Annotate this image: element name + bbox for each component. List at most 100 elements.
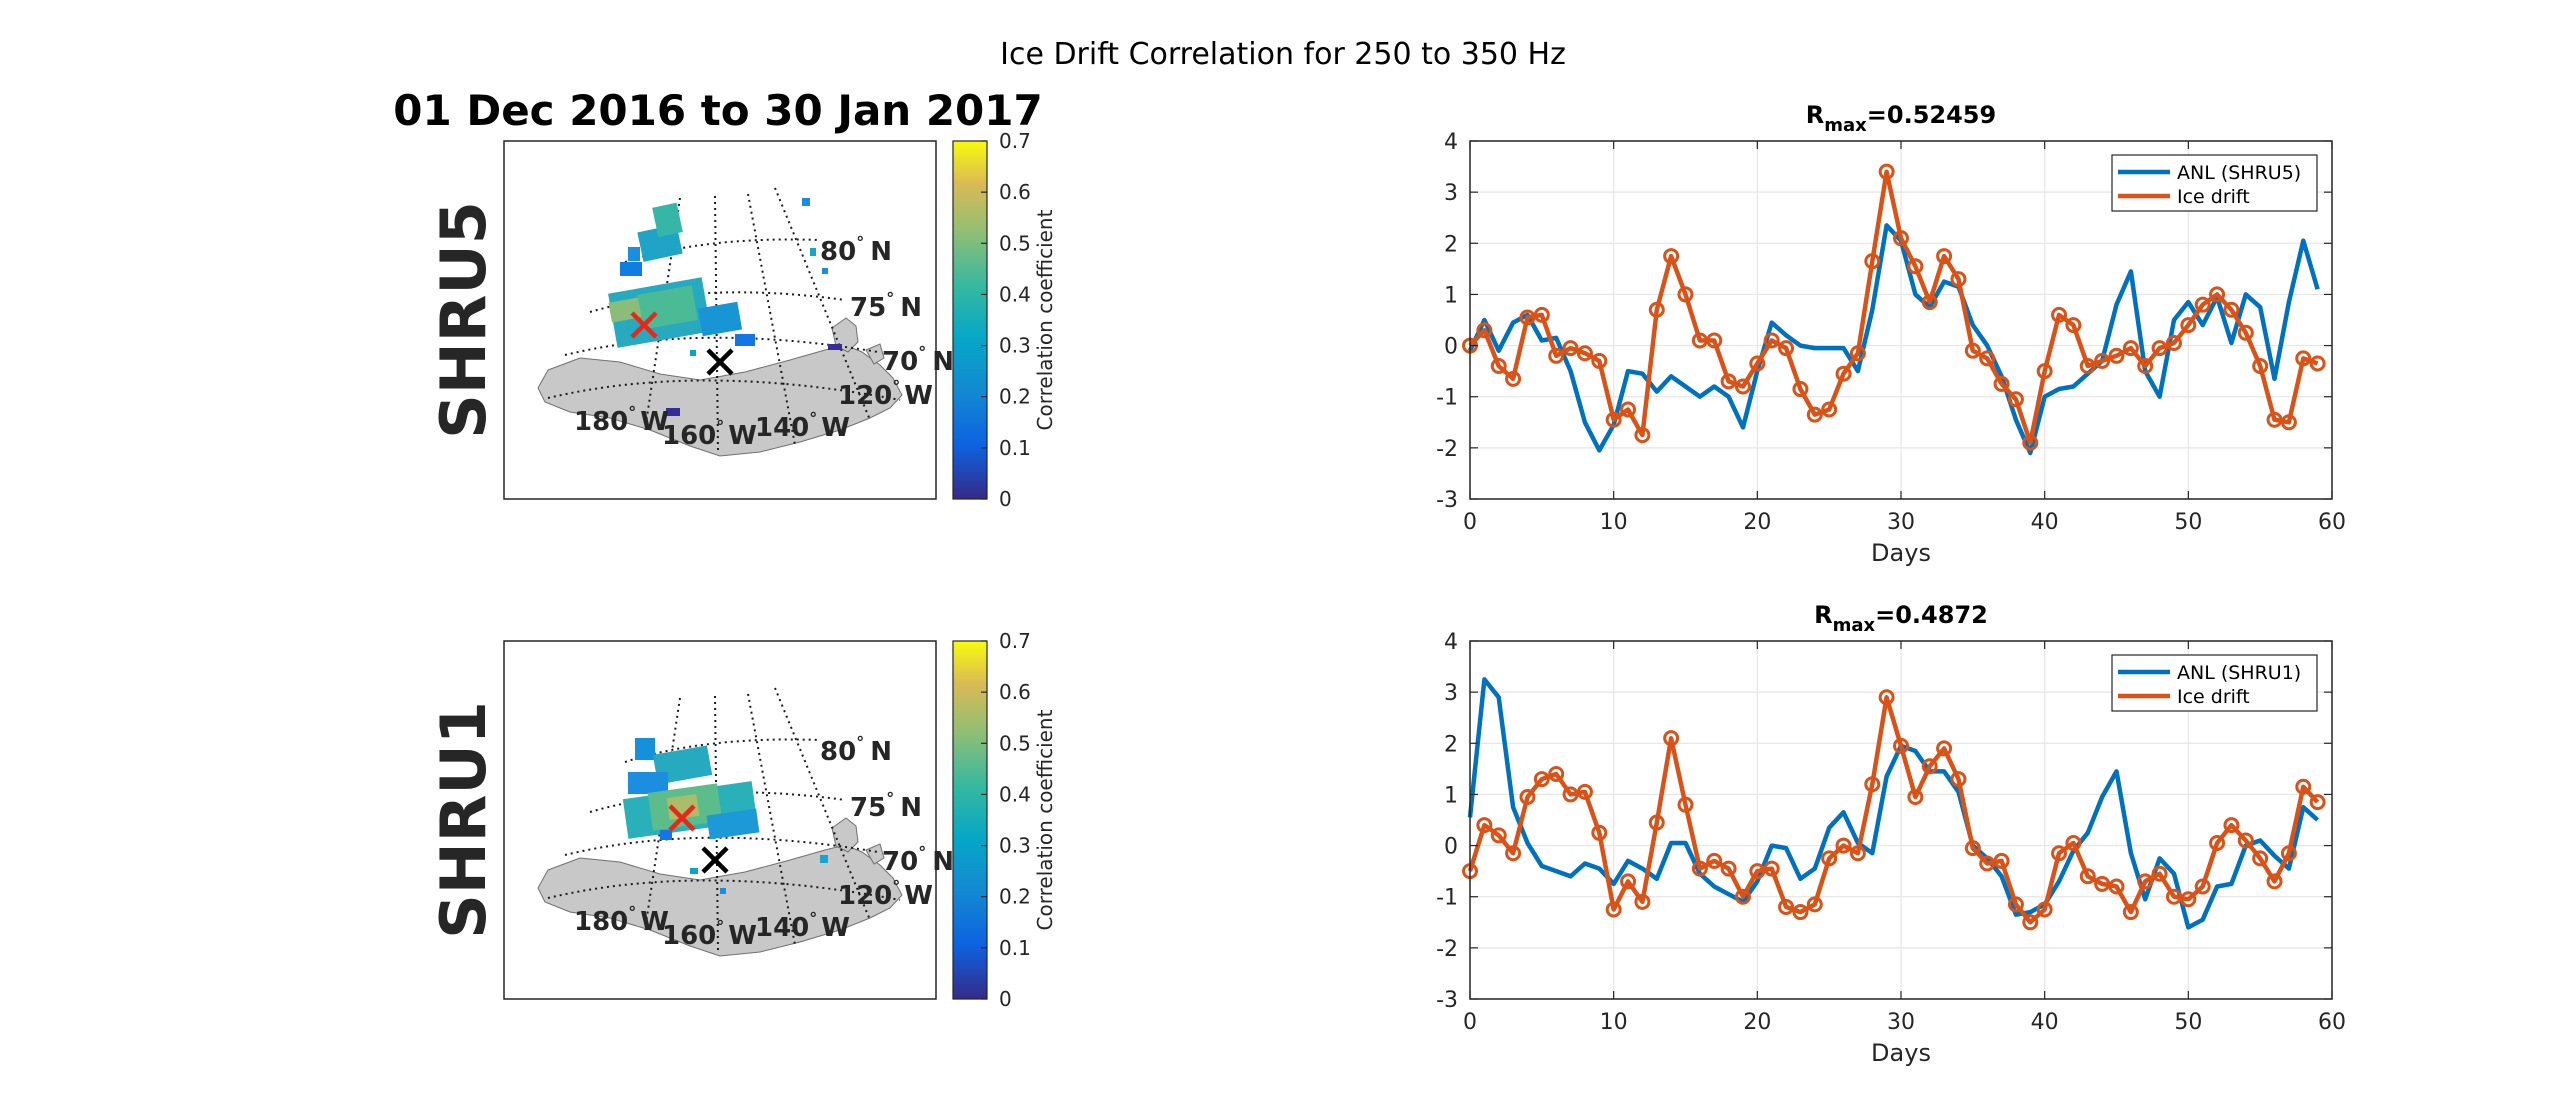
graticule-lat-80 bbox=[624, 238, 821, 263]
x-tick-label: 40 bbox=[2031, 510, 2059, 535]
series-point bbox=[1476, 817, 1493, 834]
series-point bbox=[1720, 860, 1737, 877]
series-point bbox=[1792, 904, 1809, 921]
colorbar-tick-label: 0 bbox=[999, 987, 1012, 1011]
y-tick-label: -1 bbox=[1436, 386, 1458, 411]
series-point bbox=[2137, 358, 2154, 375]
series-point bbox=[1476, 322, 1493, 339]
series-point bbox=[1505, 370, 1522, 387]
series-point bbox=[2151, 340, 2168, 357]
series-point bbox=[1691, 860, 1708, 877]
colorbar-tick-label: 0.4 bbox=[999, 282, 1031, 306]
series-point bbox=[2007, 391, 2024, 408]
series-point bbox=[1533, 306, 1550, 323]
colorbar-tick-label: 0 bbox=[999, 487, 1012, 511]
colorbar-tick-label: 0.2 bbox=[999, 385, 1031, 409]
y-tick-label: 0 bbox=[1444, 335, 1458, 360]
colorbar-tick-label: 0.3 bbox=[999, 834, 1031, 858]
x-tick-label: 0 bbox=[1463, 1010, 1477, 1035]
series-point bbox=[1864, 253, 1881, 270]
series-point bbox=[2022, 914, 2039, 931]
lon-label: 120° W bbox=[838, 877, 933, 911]
series-point bbox=[1792, 381, 1809, 398]
series-point bbox=[1878, 163, 1895, 180]
x-tick-label: 10 bbox=[1600, 1010, 1628, 1035]
x-axis-label: Days bbox=[1871, 539, 1931, 567]
series-point bbox=[1634, 893, 1651, 910]
series-point bbox=[2051, 845, 2068, 862]
x-tick-label: 0 bbox=[1463, 510, 1477, 535]
colorbar-label: Correlation coefficient bbox=[1033, 209, 1057, 430]
series-point bbox=[1821, 401, 1838, 418]
lon-label: 160° W bbox=[662, 417, 757, 451]
series-point bbox=[2223, 817, 2240, 834]
x-tick-label: 50 bbox=[2174, 510, 2202, 535]
series-line bbox=[1467, 695, 2320, 925]
series-point bbox=[1921, 758, 1938, 775]
series-point bbox=[1893, 737, 1909, 754]
series-point bbox=[2280, 845, 2297, 862]
y-tick-label: -3 bbox=[1436, 988, 1458, 1013]
series-point bbox=[2252, 850, 2269, 867]
colorbar-tick-label: 0.4 bbox=[999, 782, 1031, 806]
series-point bbox=[1706, 852, 1723, 869]
station-label: SHRU5 bbox=[427, 201, 500, 439]
series-point bbox=[1835, 365, 1852, 382]
lat-label: 80° N bbox=[820, 233, 892, 267]
series-point bbox=[2051, 306, 2068, 323]
lat-label: 70° N bbox=[882, 343, 954, 377]
chart-title: Rmax=0.52459 bbox=[1806, 101, 1996, 136]
colorbar bbox=[952, 140, 988, 500]
x-tick-label: 30 bbox=[1887, 1010, 1915, 1035]
series-point bbox=[1849, 345, 1866, 362]
y-tick-label: 1 bbox=[1444, 783, 1458, 808]
series-point bbox=[1490, 358, 1507, 375]
series-point bbox=[1778, 898, 1795, 915]
series-point bbox=[1763, 332, 1780, 349]
y-tick-label: -2 bbox=[1436, 437, 1458, 462]
series-point bbox=[1907, 788, 1924, 805]
series-point bbox=[1763, 860, 1780, 877]
series-point bbox=[1734, 378, 1751, 395]
series-point bbox=[1950, 271, 1967, 288]
lon-label: 180° W bbox=[574, 403, 669, 437]
series-point bbox=[1548, 347, 1565, 364]
colorbar bbox=[952, 640, 988, 1000]
y-tick-label: -2 bbox=[1436, 937, 1458, 962]
legend-label: Ice drift bbox=[2177, 686, 2250, 708]
legend: ANL (SHRU5)Ice drift bbox=[2111, 154, 2318, 212]
series-point bbox=[1562, 340, 1579, 357]
series-point bbox=[2237, 324, 2254, 341]
series-point bbox=[2122, 340, 2139, 357]
colorbar-tick-label: 0.2 bbox=[999, 885, 1031, 909]
series-point bbox=[1648, 814, 1665, 831]
series-point bbox=[1806, 406, 1823, 423]
series-point bbox=[2295, 350, 2312, 367]
series-point bbox=[1778, 340, 1795, 357]
series-point bbox=[1979, 350, 1996, 367]
map-panel-shru5: SHRU5 bbox=[427, 129, 1057, 511]
series-point bbox=[1921, 294, 1938, 311]
series-point bbox=[2266, 411, 2283, 428]
series-point bbox=[1749, 355, 1766, 372]
series-line bbox=[1467, 677, 2320, 930]
series-point bbox=[1706, 332, 1723, 349]
series-point bbox=[1806, 896, 1823, 913]
colorbar-tick-label: 0.5 bbox=[999, 731, 1031, 755]
legend-box bbox=[2111, 654, 2318, 712]
series-point bbox=[1878, 689, 1895, 706]
series-point bbox=[2036, 901, 2053, 918]
max-correlation-marker bbox=[668, 804, 696, 832]
series-point bbox=[1677, 286, 1694, 303]
station-marker bbox=[701, 846, 729, 874]
lat-label: 70° N bbox=[882, 843, 954, 877]
map-panel-shru1: SHRU1 bbox=[427, 629, 1057, 1011]
series-point bbox=[2280, 414, 2297, 431]
y-tick-label: 4 bbox=[1444, 130, 1458, 155]
colorbar-tick-label: 0.5 bbox=[999, 231, 1031, 255]
series-point bbox=[2309, 355, 2326, 372]
series-point bbox=[1907, 258, 1924, 275]
series-line bbox=[1467, 223, 2320, 456]
y-tick-label: 2 bbox=[1444, 732, 1458, 757]
